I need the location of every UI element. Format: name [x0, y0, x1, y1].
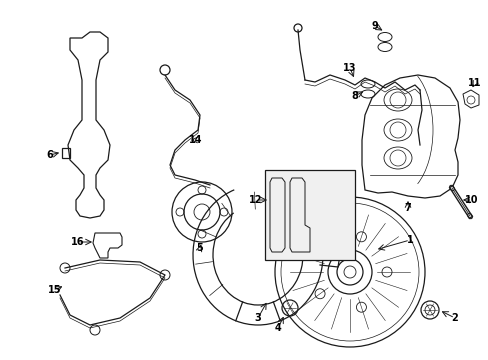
- Text: 6: 6: [46, 150, 53, 160]
- Text: 9: 9: [371, 21, 378, 31]
- Text: 12: 12: [249, 195, 262, 205]
- Text: 4: 4: [274, 323, 281, 333]
- Text: 8: 8: [351, 91, 358, 101]
- Text: 15: 15: [48, 285, 61, 295]
- Text: 16: 16: [71, 237, 84, 247]
- Text: 7: 7: [404, 203, 410, 213]
- Text: 2: 2: [451, 313, 457, 323]
- Text: 11: 11: [468, 78, 481, 88]
- Text: 10: 10: [464, 195, 478, 205]
- Bar: [264, 170, 354, 260]
- Text: 3: 3: [254, 313, 261, 323]
- Text: 14: 14: [189, 135, 203, 145]
- Text: 1: 1: [406, 235, 412, 245]
- Text: 13: 13: [343, 63, 356, 73]
- Text: 5: 5: [196, 243, 203, 253]
